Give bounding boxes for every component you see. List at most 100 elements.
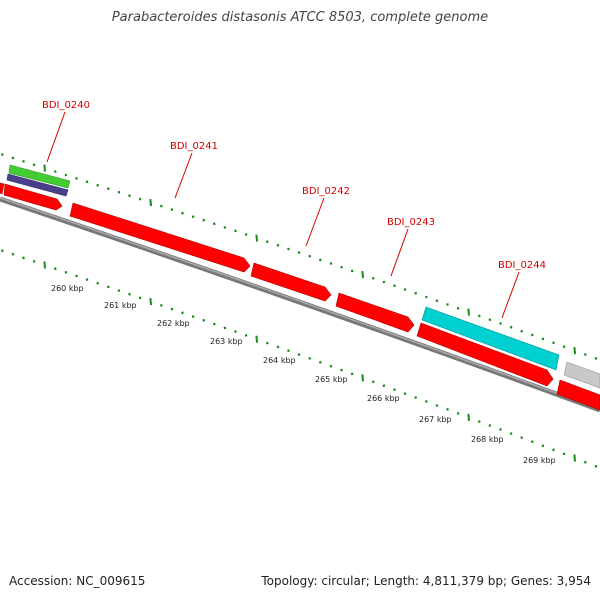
minor-tick [53, 267, 57, 271]
minor-tick [181, 311, 184, 315]
minor-tick [85, 180, 89, 184]
leader-line-bdi-0243 [390, 228, 409, 277]
other-feature [563, 361, 600, 389]
leader-line-bdi-0240 [46, 111, 66, 163]
kbp-tick-label: 263 kbp [210, 337, 243, 346]
minor-tick [202, 318, 206, 322]
minor-tick [382, 280, 386, 284]
minor-tick [340, 368, 343, 372]
map-title: Parabacteroides distasonis ATCC 8503, co… [111, 10, 489, 25]
gene-arrow-bdi-0244[interactable] [416, 322, 554, 387]
minor-tick [117, 190, 121, 194]
gene-arrow-bdi-0240[interactable] [3, 183, 63, 211]
minor-tick [64, 270, 68, 274]
minor-tick [424, 295, 428, 299]
minor-tick [128, 194, 131, 198]
gene-arrow-next[interactable] [556, 379, 600, 411]
minor-tick [244, 334, 248, 337]
minor-tick [170, 307, 174, 311]
minor-tick [223, 226, 227, 229]
minor-tick [509, 432, 513, 435]
minor-tick [276, 345, 280, 349]
inner-tick-ring [0, 249, 598, 468]
kbp-tick-label: 262 kbp [157, 319, 190, 328]
kbp-tick-label: 264 kbp [263, 356, 296, 365]
major-tick [43, 164, 46, 172]
minor-tick [85, 278, 89, 281]
green-feature [8, 164, 71, 189]
minor-tick [583, 460, 587, 464]
kbp-tick-label: 266 kbp [367, 394, 400, 403]
kbp-tick-label: 268 kbp [471, 435, 504, 444]
backbone-line-shadow [0, 197, 600, 410]
accession-text: Accession: NC_009615 [9, 574, 146, 588]
minor-tick [350, 372, 354, 376]
minor-tick [265, 240, 269, 244]
minor-tick [96, 183, 100, 187]
minor-tick [191, 215, 195, 219]
leader-line-bdi-0241 [174, 152, 193, 199]
gene-arrow-prev[interactable] [0, 182, 5, 195]
purple-feature [6, 173, 69, 197]
minor-tick [552, 341, 555, 345]
minor-tick [382, 384, 386, 388]
minor-tick [22, 160, 25, 163]
minor-tick [350, 269, 354, 273]
gene-arrow-bdi-0241[interactable] [69, 202, 251, 273]
minor-tick [552, 448, 555, 452]
minor-tick [477, 420, 481, 423]
gene-label-bdi-0244: BDI_0244 [498, 260, 546, 271]
minor-tick [75, 177, 78, 180]
major-tick [149, 199, 152, 207]
major-tick [361, 271, 364, 279]
gene-arrow-bdi-0243[interactable] [335, 292, 415, 333]
minor-tick [202, 218, 206, 222]
minor-tick [446, 408, 449, 411]
gene-label-bdi-0241: BDI_0241 [170, 141, 218, 152]
highlight-feature[interactable] [421, 306, 560, 371]
minor-tick [520, 329, 524, 333]
major-tick [43, 261, 46, 269]
minor-tick [424, 400, 428, 403]
kbp-tick-label: 269 kbp [523, 456, 556, 465]
major-tick [467, 413, 470, 421]
minor-tick [234, 229, 237, 233]
minor-tick [318, 258, 322, 262]
minor-tick [0, 153, 4, 156]
minor-tick [308, 254, 312, 258]
minor-tick [170, 208, 174, 211]
minor-tick [32, 260, 36, 263]
minor-tick [477, 314, 481, 318]
major-tick [467, 308, 470, 316]
kbp-tick-label: 260 kbp [51, 284, 84, 293]
minor-tick [594, 357, 598, 360]
minor-tick [64, 173, 68, 177]
minor-tick [435, 299, 439, 303]
gene-label-bdi-0243: BDI_0243 [387, 217, 435, 228]
minor-tick [488, 318, 492, 322]
minor-tick [414, 396, 418, 399]
minor-tick [562, 452, 566, 456]
gene-arrow-bdi-0242[interactable] [250, 262, 332, 302]
major-tick [573, 347, 576, 355]
minor-tick [212, 322, 216, 326]
minor-tick [594, 464, 598, 468]
major-tick [149, 298, 152, 306]
minor-tick [530, 333, 534, 337]
minor-tick [340, 265, 343, 269]
minor-tick [22, 256, 25, 260]
minor-tick [583, 353, 587, 356]
minor-tick [53, 170, 57, 173]
minor-tick [520, 436, 524, 439]
minor-tick [446, 303, 449, 306]
minor-tick [159, 204, 163, 208]
minor-tick [329, 364, 333, 368]
minor-tick [541, 337, 545, 341]
minor-tick [403, 392, 407, 395]
minor-tick [181, 211, 184, 215]
minor-tick [0, 249, 4, 253]
minor-tick [128, 292, 131, 296]
minor-tick [11, 252, 15, 256]
minor-tick [287, 349, 290, 353]
